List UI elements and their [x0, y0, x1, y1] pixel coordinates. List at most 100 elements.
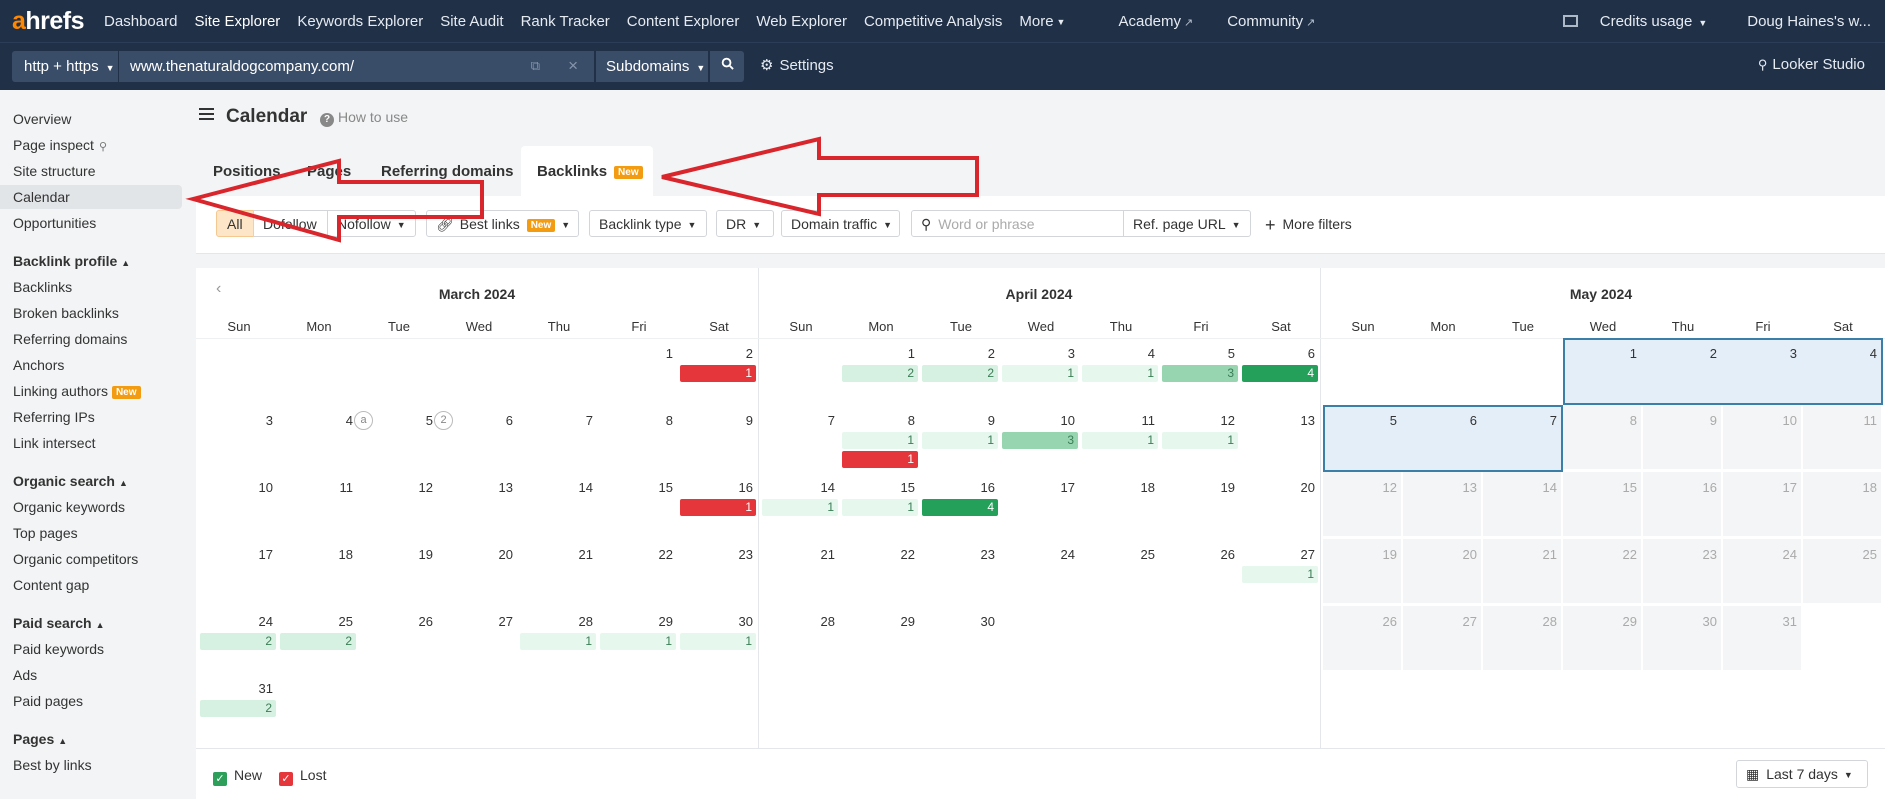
new-links-bar[interactable]: 4	[1242, 365, 1318, 382]
sidebar-item-link-intersect[interactable]: Link intersect	[13, 435, 96, 451]
nav-dashboard[interactable]: Dashboard	[104, 12, 178, 30]
more-filters-button[interactable]: + More filters	[1260, 210, 1361, 237]
new-links-bar[interactable]: 1	[1242, 566, 1318, 583]
new-links-bar[interactable]: 1	[1002, 365, 1078, 382]
day-number[interactable]: 11	[1141, 413, 1156, 428]
menu-icon[interactable]	[199, 108, 214, 120]
new-links-bar[interactable]: 1	[1082, 432, 1158, 449]
nav-site-audit[interactable]: Site Audit	[440, 12, 504, 30]
day-number[interactable]: 16	[980, 480, 995, 495]
sidebar-item-calendar[interactable]: Calendar	[13, 189, 70, 205]
day-number[interactable]: 7	[1549, 413, 1557, 428]
day-number[interactable]: 30	[738, 614, 753, 629]
day-number[interactable]: 25	[1862, 547, 1877, 562]
date-range-select[interactable]: ▦ Last 7 days ▼	[1736, 760, 1868, 788]
filter-nofollow[interactable]: Nofollow ▼	[327, 210, 416, 237]
looker-studio-link[interactable]: ⚲ Looker Studio	[1758, 56, 1865, 73]
day-number[interactable]: 25	[338, 614, 353, 629]
tab-backlinks[interactable]: Backlinks New	[537, 163, 643, 180]
day-number[interactable]: 20	[1300, 480, 1315, 495]
new-links-bar[interactable]: 2	[200, 633, 276, 650]
day-number[interactable]: 9	[987, 413, 995, 428]
day-number[interactable]: 16	[738, 480, 753, 495]
nav-site-explorer[interactable]: Site Explorer	[194, 12, 281, 30]
new-links-bar[interactable]: 1	[520, 633, 596, 650]
clear-icon[interactable]: ×	[568, 56, 578, 75]
ahrefs-logo[interactable]: ahrefs	[12, 6, 85, 35]
day-number[interactable]: 13	[1300, 413, 1315, 428]
day-number[interactable]: 26	[418, 614, 433, 629]
day-number[interactable]: 27	[1300, 547, 1315, 562]
day-number[interactable]: 23	[1702, 547, 1717, 562]
sidebar-item-linking-authors[interactable]: Linking authors New	[13, 383, 141, 399]
day-number[interactable]: 3	[1067, 346, 1075, 361]
legend-new[interactable]: ✓ New	[213, 767, 262, 786]
nav-community[interactable]: Community ↗	[1227, 13, 1332, 30]
day-number[interactable]: 10	[258, 480, 273, 495]
sidebar-item-ads[interactable]: Ads	[13, 667, 38, 683]
sidebar-section-pages[interactable]: Pages ▲	[13, 731, 67, 747]
sidebar-section-paid-search[interactable]: Paid search ▲	[13, 615, 105, 631]
day-number[interactable]: 2	[1709, 346, 1717, 361]
day-number[interactable]: 25	[1140, 547, 1155, 562]
new-links-bar[interactable]: 3	[1002, 432, 1078, 449]
word-phrase-input[interactable]: ⚲ Word or phrase	[911, 210, 1124, 237]
legend-lost[interactable]: ✓ Lost	[279, 767, 326, 786]
new-links-bar[interactable]: 4	[922, 499, 998, 516]
day-number[interactable]: 19	[1220, 480, 1235, 495]
day-number[interactable]: 23	[980, 547, 995, 562]
nav-rank-tracker[interactable]: Rank Tracker	[520, 12, 610, 30]
sidebar-item-backlinks[interactable]: Backlinks	[13, 279, 73, 295]
sidebar-item-content-gap[interactable]: Content gap	[13, 577, 90, 593]
day-number[interactable]: 8	[907, 413, 915, 428]
new-links-bar[interactable]: 1	[600, 633, 676, 650]
day-number[interactable]: 10	[1782, 413, 1797, 428]
sidebar-item-overview[interactable]: Overview	[13, 111, 72, 127]
sidebar-item-opportunities[interactable]: Opportunities	[13, 215, 97, 231]
nav-academy[interactable]: Academy ↗	[1118, 13, 1210, 30]
day-number[interactable]: 4	[1869, 346, 1877, 361]
sidebar-item-anchors[interactable]: Anchors	[13, 357, 65, 373]
day-number[interactable]: 5	[1227, 346, 1235, 361]
day-number[interactable]: 20	[498, 547, 513, 562]
new-links-bar[interactable]: 1	[922, 432, 998, 449]
day-number[interactable]: 2	[745, 346, 753, 361]
day-number[interactable]: 15	[1622, 480, 1637, 495]
workspace-menu[interactable]: Doug Haines's w...	[1747, 12, 1871, 30]
day-number[interactable]: 4	[1147, 346, 1155, 361]
day-number[interactable]: 11	[339, 480, 354, 495]
search-button[interactable]	[710, 51, 744, 82]
day-number[interactable]: 5	[1389, 413, 1397, 428]
nav-more-menu[interactable]: More ▼	[1019, 13, 1082, 30]
day-number[interactable]: 18	[338, 547, 353, 562]
day-number[interactable]: 21	[578, 547, 593, 562]
day-number[interactable]: 26	[1382, 614, 1397, 629]
sidebar-item-referring-domains[interactable]: Referring domains	[13, 331, 128, 347]
day-number[interactable]: 14	[1542, 480, 1557, 495]
day-number[interactable]: 17	[1060, 480, 1075, 495]
chevron-left-icon[interactable]: ‹	[216, 280, 222, 297]
day-number[interactable]: 28	[1542, 614, 1557, 629]
day-number[interactable]: 21	[1542, 547, 1557, 562]
day-number[interactable]: 23	[738, 547, 753, 562]
new-links-bar[interactable]: 2	[280, 633, 356, 650]
new-links-bar[interactable]: 1	[842, 499, 918, 516]
day-number[interactable]: 12	[418, 480, 433, 495]
day-number[interactable]: 15	[900, 480, 915, 495]
lost-links-bar[interactable]: 1	[680, 365, 756, 382]
day-number[interactable]: 9	[1709, 413, 1717, 428]
filter-backlink-type[interactable]: Backlink type ▼	[589, 210, 707, 237]
new-links-bar[interactable]: 1	[1162, 432, 1238, 449]
sidebar-item-organic-competitors[interactable]: Organic competitors	[13, 551, 139, 567]
monitor-icon[interactable]	[1562, 15, 1578, 27]
tab-positions[interactable]: Positions	[213, 163, 281, 180]
day-number[interactable]: 31	[1782, 614, 1797, 629]
mode-select[interactable]: Subdomains ▼	[596, 51, 708, 82]
nav-content-explorer[interactable]: Content Explorer	[626, 12, 740, 30]
sidebar-section-organic-search[interactable]: Organic search ▲	[13, 473, 128, 489]
day-number[interactable]: 29	[1622, 614, 1637, 629]
day-number[interactable]: 14	[820, 480, 835, 495]
settings-button[interactable]: ⚙ Settings	[760, 56, 834, 74]
annotation-marker[interactable]: 2	[434, 411, 453, 430]
day-number[interactable]: 14	[578, 480, 593, 495]
